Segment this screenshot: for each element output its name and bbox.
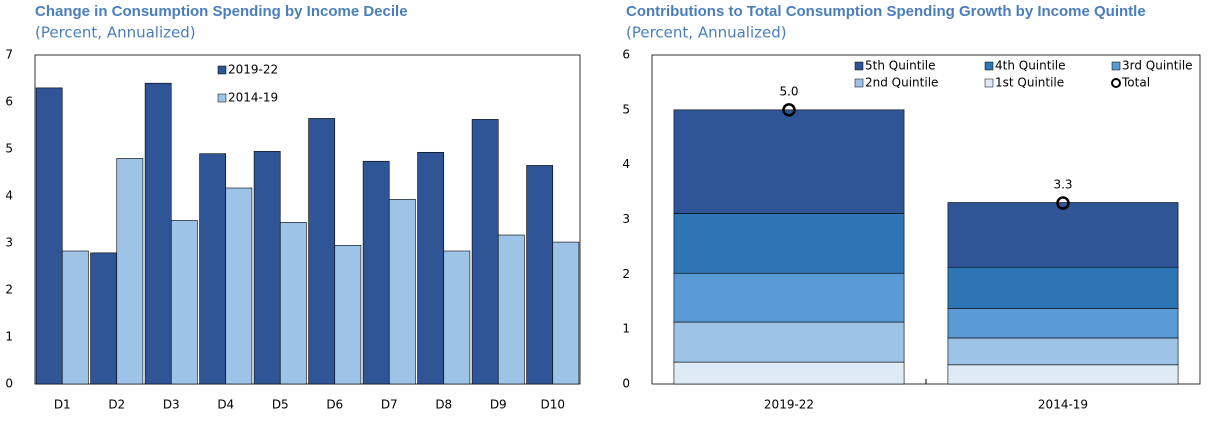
x-tick-label: D9 — [490, 398, 507, 412]
legend-label: 1st Quintile — [995, 76, 1064, 90]
x-tick-label: D4 — [217, 398, 234, 412]
chart-subtitle: (Percent, Annualized) — [626, 24, 787, 42]
bar — [443, 250, 471, 385]
bar — [552, 241, 580, 385]
chart-title: Contributions to Total Consumption Spend… — [626, 3, 1146, 20]
bar — [417, 151, 445, 385]
x-tick-label: D5 — [272, 398, 289, 412]
bar-segment — [673, 109, 905, 214]
bar — [471, 119, 499, 385]
legend-swatch — [854, 61, 864, 71]
y-tick-label: 7 — [5, 48, 13, 62]
chart-title: Change in Consumption Spending by Income… — [35, 3, 408, 20]
bar — [116, 158, 144, 385]
data-label: 3.3 — [1053, 178, 1072, 192]
legend-label: 2014-19 — [228, 91, 278, 105]
y-tick-label: 3 — [622, 212, 630, 226]
chart-subtitle: (Percent, Annualized) — [35, 24, 196, 42]
bar — [279, 222, 307, 385]
y-tick-label: 4 — [622, 157, 630, 171]
y-tick-label: 5 — [622, 102, 630, 116]
y-tick-label: 2 — [622, 267, 630, 281]
y-tick-label: 5 — [5, 142, 13, 156]
bar-segment — [673, 321, 905, 363]
y-tick-label: 0 — [5, 377, 13, 391]
y-tick-label: 1 — [622, 322, 630, 336]
legend-label: 2nd Quintile — [865, 76, 938, 90]
legend-swatch — [217, 65, 227, 75]
x-tick-label: 2019-22 — [764, 398, 814, 412]
legend-label: 4th Quintile — [995, 59, 1066, 73]
bar — [497, 234, 525, 385]
x-tick-label: D1 — [54, 398, 71, 412]
legend-swatch — [1111, 61, 1121, 71]
x-tick-label: D3 — [163, 398, 180, 412]
y-tick-label: 3 — [5, 236, 13, 250]
x-tick-label: D6 — [326, 398, 343, 412]
x-tick-label: D7 — [381, 398, 398, 412]
legend-swatch — [984, 78, 994, 88]
bar-segment — [947, 202, 1179, 268]
bar — [388, 198, 416, 385]
legend-swatch — [984, 61, 994, 71]
y-tick-label: 4 — [5, 189, 13, 203]
bar-segment — [947, 364, 1179, 385]
y-tick-label: 1 — [5, 330, 13, 344]
y-tick-label: 6 — [622, 48, 630, 62]
bar — [362, 160, 390, 385]
y-tick-label: 6 — [5, 95, 13, 109]
bar-segment — [947, 337, 1179, 366]
bar-segment — [673, 213, 905, 274]
bar-segment — [673, 361, 905, 385]
legend-marker — [1111, 78, 1121, 88]
total-marker — [782, 103, 796, 117]
bar — [334, 245, 362, 385]
y-tick-label: 0 — [622, 377, 630, 391]
legend-label: 5th Quintile — [865, 59, 936, 73]
data-label: 5.0 — [779, 84, 798, 98]
legend-label: 3rd Quintile — [1122, 59, 1193, 73]
legend-label: Total — [1121, 76, 1150, 90]
x-tick-label: D2 — [108, 398, 125, 412]
y-tick-label: 2 — [5, 283, 13, 297]
legend-label: 2019-22 — [228, 63, 278, 77]
bar — [526, 165, 554, 385]
bar — [225, 187, 253, 385]
legend-swatch — [854, 78, 864, 88]
x-tick-label: D10 — [540, 398, 565, 412]
bar — [90, 252, 118, 385]
bar — [199, 153, 227, 385]
bar — [35, 87, 63, 385]
bar-segment — [673, 272, 905, 323]
bar-segment — [947, 266, 1179, 309]
bar — [61, 250, 89, 385]
legend-swatch — [217, 93, 227, 103]
bar — [253, 151, 281, 385]
bar-segment — [947, 308, 1179, 339]
bar — [144, 82, 172, 385]
x-tick-label: 2014-19 — [1038, 398, 1088, 412]
bar — [308, 118, 336, 385]
total-marker — [1056, 196, 1070, 210]
x-tick-label: D8 — [435, 398, 452, 412]
bar — [170, 220, 198, 385]
plot-frame — [34, 54, 581, 385]
